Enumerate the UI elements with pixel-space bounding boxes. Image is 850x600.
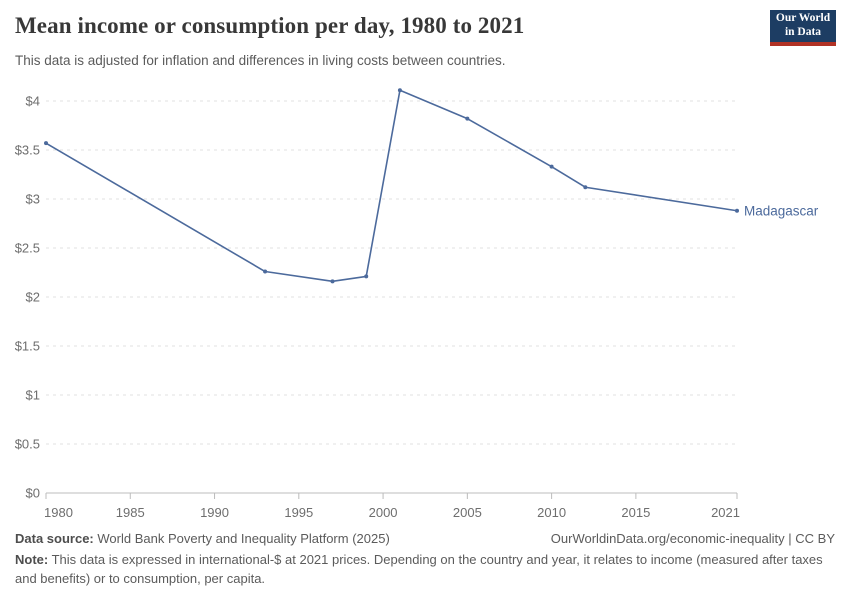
x-axis-label: 2015 — [621, 505, 650, 520]
page-title: Mean income or consumption per day, 1980… — [15, 13, 525, 38]
x-axis-label: 1980 — [44, 505, 73, 520]
owid-logo: Our World in Data — [770, 10, 836, 46]
x-axis-label: 2000 — [369, 505, 398, 520]
x-axis-label: 1990 — [200, 505, 229, 520]
data-source: Data source: World Bank Poverty and Ineq… — [15, 531, 390, 546]
y-axis-label: $1.5 — [15, 339, 40, 354]
y-axis-label: $2 — [26, 290, 40, 305]
data-point-marker — [364, 274, 369, 279]
x-axis-label: 2005 — [453, 505, 482, 520]
data-point-marker — [549, 164, 554, 169]
y-axis-label: $3 — [26, 192, 40, 207]
y-axis-label: $3.5 — [15, 143, 40, 158]
data-source-label: Data source: — [15, 531, 94, 546]
data-point-marker — [397, 88, 402, 93]
chart-note: Note: This data is expressed in internat… — [15, 551, 833, 588]
y-axis-label: $2.5 — [15, 241, 40, 256]
note-text: This data is expressed in international-… — [15, 552, 823, 586]
owid-logo-text-line2: in Data — [784, 25, 822, 38]
chart-footer: Data source: World Bank Poverty and Ineq… — [15, 531, 835, 588]
series-line — [45, 89, 738, 283]
x-axis-label: 2021 — [711, 505, 740, 520]
y-axis-label: $0 — [26, 486, 40, 501]
x-axis-label: 1985 — [116, 505, 145, 520]
x-axis-label: 2010 — [537, 505, 566, 520]
y-axis-label: $1 — [26, 388, 40, 403]
data-source-value: World Bank Poverty and Inequality Platfo… — [97, 531, 390, 546]
data-point-marker — [330, 279, 335, 284]
data-point-marker — [583, 185, 588, 190]
x-axis-label: 1995 — [284, 505, 313, 520]
note-label: Note: — [15, 552, 49, 567]
citation-link[interactable]: OurWorldinData.org/economic-inequality |… — [550, 531, 835, 546]
y-axis-label: $0.5 — [15, 437, 40, 452]
chart-subtitle: This data is adjusted for inflation and … — [15, 53, 506, 68]
y-axis-label: $4 — [26, 94, 40, 109]
line-chart: $0 $0.5 $1 $1.5 $2 $2.5 $3 $3.5 $4 1980 1985 1990 19… — [15, 88, 819, 520]
entity-label[interactable]: Madagascar — [744, 203, 819, 218]
owid-logo-text-line1: Our World — [775, 12, 831, 24]
data-point-marker — [44, 141, 48, 146]
data-point-marker — [735, 208, 739, 213]
data-point-marker — [263, 269, 268, 274]
data-point-marker — [465, 116, 470, 121]
